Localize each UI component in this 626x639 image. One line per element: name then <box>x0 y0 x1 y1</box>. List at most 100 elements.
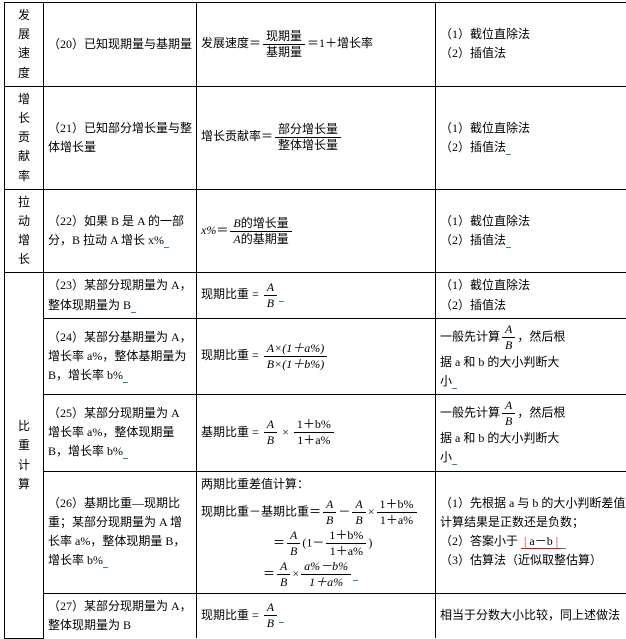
fraction: AB <box>323 497 336 528</box>
fraction: AB <box>502 398 515 429</box>
condition-text: （26）基期比重—现期比重；某部分现期量为 A 增长率 a%，整体现期量 B，增… <box>48 496 185 568</box>
formula-cell: 发展速度＝现期量基期量＝1＋增长率 <box>197 3 436 87</box>
method-line: 据 a 和 b 的大小判断大 <box>440 353 626 372</box>
method-cell: 一般先计算AB，然后根 据 a 和 b 的大小判断大 小 <box>436 395 626 471</box>
method-cell: （1）截位直除法 （2）插值法 <box>436 3 626 87</box>
fraction: AB <box>287 528 300 559</box>
method-line: 小 <box>440 448 626 467</box>
table-row: （26）基期比重—现期比重；某部分现期量为 A 增长率 a%，整体现期量 B，增… <box>5 471 626 593</box>
method-cell: （1）截位直除法 （2）插值法 <box>436 273 626 318</box>
category-label: 比重计算 <box>18 417 30 494</box>
formula-lead: 发展速度＝ <box>201 36 261 50</box>
fraction: AB <box>502 322 515 353</box>
method-cell: （1）截位直除法 （2）插值法 <box>436 86 626 189</box>
condition-cell: （23）某部分现期量为 A，整体现期量为 B <box>44 273 197 318</box>
formula-cell: 现期比重 = AB <box>197 273 436 318</box>
formula-cell: 两期比重差值计算： 现期比重－基期比重＝AB－AB×1＋b%1＋a% ＝AB(1… <box>197 471 436 593</box>
formula-lead: 基期比重 = <box>201 425 262 439</box>
abs-value: | a－b | <box>521 534 561 549</box>
method-line: 据 a 和 b 的大小判断大 <box>440 429 626 448</box>
category-label: 增长贡献率 <box>18 90 30 186</box>
condition-cell: （26）基期比重—现期比重；某部分现期量为 A 增长率 a%，整体现期量 B，增… <box>44 471 197 593</box>
formula: 发展速度＝现期量基期量＝1＋增长率 <box>201 36 373 50</box>
proof-marker-icon <box>123 368 128 383</box>
method-item: （1）截位直除法 <box>440 25 626 44</box>
fraction: A×(1＋a%)B×(1＋b%) <box>264 341 327 372</box>
proof-marker-icon <box>131 298 136 313</box>
proof-marker-icon <box>506 233 511 248</box>
formula-lead: 增长贡献率＝ <box>201 129 273 143</box>
fraction: 1＋b%1＋a% <box>294 417 334 448</box>
formula-lead: 现期比重 = <box>201 287 262 301</box>
method-item: （1）截位直除法 <box>440 276 626 295</box>
formula: 现期比重 = A×(1＋a%)B×(1＋b%) <box>201 348 329 362</box>
formula-lead: 现期比重 = <box>201 608 262 622</box>
proof-marker-icon <box>123 444 128 459</box>
condition-cell: （24）某部分基期量为 A，增长率 a%，整体基期量为 B，增长率 b% <box>44 318 197 394</box>
method-cell: （1）先根据 a 与 b 的大小判断差值计算结果是正数还是负数； （2）答案小于… <box>436 471 626 593</box>
table-row: 比重计算 （23）某部分现期量为 A，整体现期量为 B 现期比重 = AB （1… <box>5 273 626 318</box>
proof-marker-icon <box>506 140 511 155</box>
fraction: AB <box>352 497 365 528</box>
formula-tail: ＝1＋增长率 <box>307 36 373 50</box>
method-item: （3）估算法（近似取整估算） <box>440 551 626 570</box>
method-item: （1）截位直除法 <box>440 119 626 138</box>
condition-cell: （25）某部分现期量为 A 增长率 a%，整体现期量 B，增长率 b% <box>44 395 197 471</box>
table-row: （27）某部分现期量为 A，整体现期量为 B 现期比重 = AB 相当于分数大小… <box>5 593 626 638</box>
proof-marker-icon <box>353 566 358 581</box>
formula-cell: 基期比重 = AB × 1＋b%1＋a% <box>197 395 436 471</box>
fraction: a%－b%1＋a% <box>301 559 351 590</box>
table-row: 拉动增长 （22）如果 B 是 A 的一部分，B 拉动 A 增长 x% x%＝B… <box>5 189 626 273</box>
method-item: （1）先根据 a 与 b 的大小判断差值计算结果是正数还是负数； <box>440 494 626 532</box>
fraction: AB <box>264 417 277 448</box>
fraction: 现期量基期量 <box>263 29 305 60</box>
formula-lead: 现期比重 = <box>201 348 262 362</box>
method-item: （2）答案小于 | a－b | <box>440 532 626 551</box>
condition-text: （20）已知现期量与基期量 <box>48 37 192 51</box>
formula-cell: 现期比重 = AB <box>197 593 436 638</box>
category-cell: 增长贡献率 <box>5 86 44 189</box>
condition-cell: （27）某部分现期量为 A，整体现期量为 B <box>44 593 197 638</box>
table-row: （25）某部分现期量为 A 增长率 a%，整体现期量 B，增长率 b% 基期比重… <box>5 395 626 471</box>
formula: 基期比重 = AB × 1＋b%1＋a% <box>201 425 336 439</box>
condition-text: （23）某部分现期量为 A，整体现期量为 B <box>48 278 192 311</box>
method-line: 小 <box>440 372 626 391</box>
fraction: AB <box>264 280 277 311</box>
fraction: 部分增长量整体增长量 <box>275 122 341 153</box>
method-line: 一般先计算AB，然后根 <box>440 398 626 429</box>
formula: 现期比重 = AB <box>201 287 284 301</box>
condition-cell: （21）已知部分增长量与整体增长量 <box>44 86 197 189</box>
method-cell: 相当于分数大小比较，同上述做法 <box>436 593 626 638</box>
proof-marker-icon <box>561 534 566 549</box>
proof-marker-icon <box>452 374 457 389</box>
formula: 增长贡献率＝部分增长量整体增长量 <box>201 129 343 143</box>
method-cell: 一般先计算AB，然后根 据 a 和 b 的大小判断大 小 <box>436 318 626 394</box>
proof-marker-icon <box>164 233 169 248</box>
category-label: 发展速度 <box>18 6 30 83</box>
category-cell: 拉动增长 <box>5 189 44 273</box>
condition-cell: （20）已知现期量与基期量 <box>44 3 197 87</box>
fraction: 1＋b%1＋a% <box>377 497 417 528</box>
proof-marker-icon <box>279 287 284 302</box>
formula-cell: 现期比重 = A×(1＋a%)B×(1＋b%) <box>197 318 436 394</box>
fraction: B的增长量A的基期量 <box>230 216 291 247</box>
condition-text: （27）某部分现期量为 A，整体现期量为 B <box>48 599 192 632</box>
method-item: （2）插值法 <box>440 231 626 250</box>
formula: 现期比重 = AB <box>201 608 284 622</box>
fraction: AB <box>264 600 277 631</box>
method-cell: （1）截位直除法 （2）插值法 <box>436 189 626 273</box>
formula-lead: x% <box>201 223 216 237</box>
formula: x%＝B的增长量A的基期量 <box>201 223 294 237</box>
proof-marker-icon <box>452 450 457 465</box>
method-item: （2）插值法 <box>440 44 626 63</box>
category-label: 拉动增长 <box>18 193 30 270</box>
method-item: （2）插值法 <box>440 296 626 315</box>
fraction: 1＋b%1＋a% <box>326 528 366 559</box>
method-line: 一般先计算AB，然后根 <box>440 322 626 353</box>
formula-table: 发展速度 （20）已知现期量与基期量 发展速度＝现期量基期量＝1＋增长率 （1）… <box>4 2 626 639</box>
condition-text: （25）某部分现期量为 A 增长率 a%，整体现期量 B，增长率 b% <box>48 406 179 458</box>
method-item: （2）插值法 <box>440 138 626 157</box>
proof-marker-icon <box>103 553 108 568</box>
category-cell: 发展速度 <box>5 3 44 87</box>
formula: ＝AB×a%－b%1＋a% <box>201 559 431 590</box>
